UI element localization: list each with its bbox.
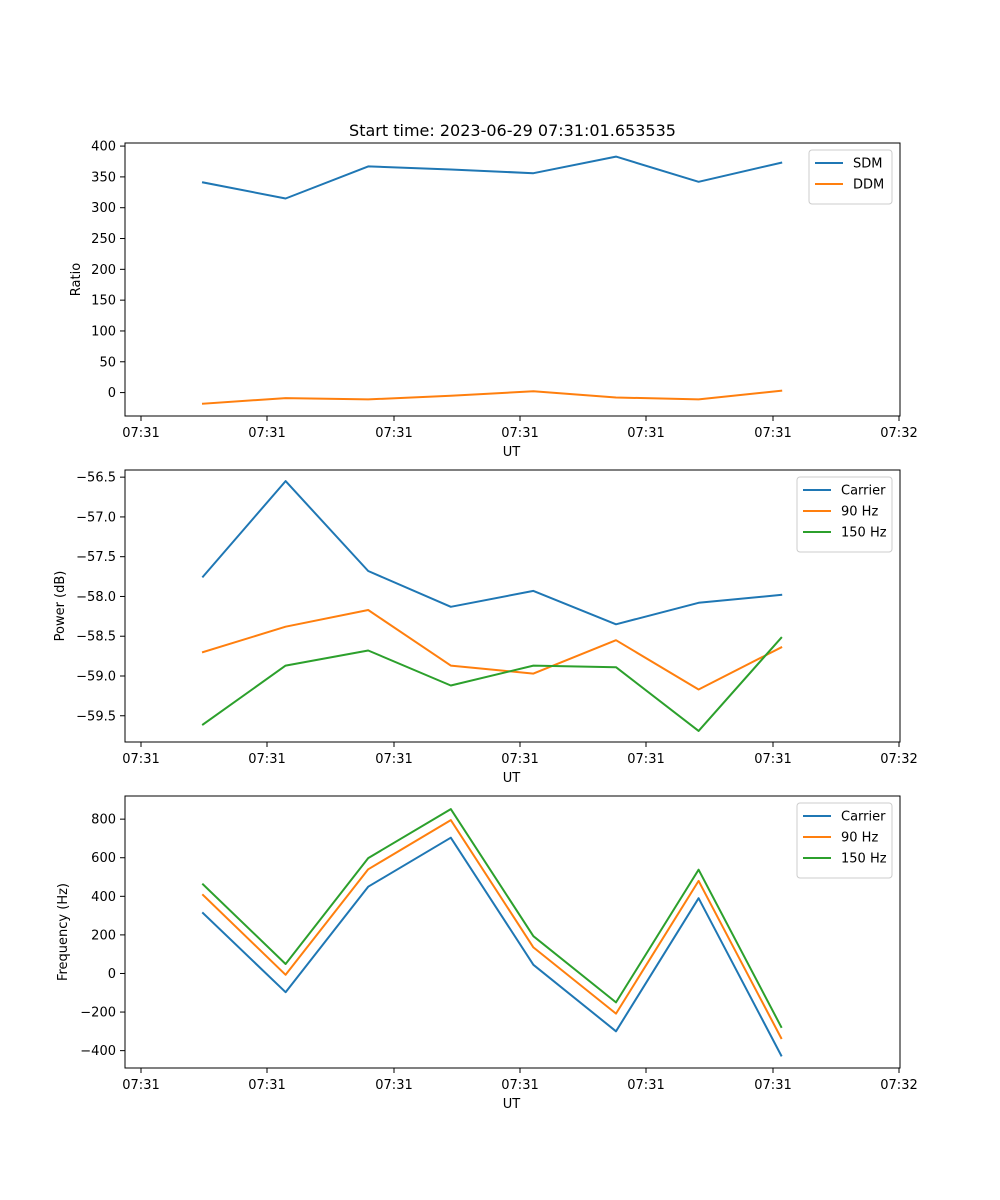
- y-axis-label: Power (dB): [53, 571, 68, 642]
- x-tick-label: 07:31: [627, 426, 664, 441]
- y-tick-label: 350: [91, 170, 116, 185]
- chart-panel-3: 07:31 07:31 07:31 07:31 07:31 07:31 07:32 800 60…: [56, 795, 918, 1112]
- plot-frame: [124, 795, 901, 1069]
- x-axis-label: UT: [503, 1097, 521, 1112]
- x-tick-label: 07:32: [880, 1078, 917, 1093]
- chart-panel-2: 07:31 07:31 07:31 07:31 07:31 07:31 07:32 −56.5…: [53, 469, 918, 786]
- series-line-carrier: [201, 836, 783, 1057]
- x-tick-label: 07:31: [248, 426, 285, 441]
- y-axis-label: Frequency (Hz): [56, 883, 71, 981]
- legend: Carrier 90 Hz 150 Hz: [796, 802, 893, 879]
- y-tick-label: 200: [91, 263, 116, 278]
- y-tick-label: −59.5: [76, 709, 116, 724]
- legend-label: Carrier: [841, 810, 886, 825]
- x-tick-label: 07:31: [627, 752, 664, 767]
- y-tick-label: −400: [80, 1044, 116, 1059]
- series-line-150-hz: [201, 808, 783, 1029]
- y-tick-label: −58.5: [76, 630, 116, 645]
- y-tick-label: −200: [80, 1006, 116, 1021]
- x-tick-label: 07:31: [122, 1078, 159, 1093]
- legend-box: [796, 802, 893, 879]
- x-tick-label: 07:31: [754, 752, 791, 767]
- plot-frame: [124, 469, 901, 743]
- x-tick-label: 07:32: [880, 752, 917, 767]
- y-tick-label: 100: [91, 324, 116, 339]
- legend-label: 90 Hz: [841, 505, 878, 520]
- chart-title: Start time: 2023-06-29 07:31:01.653535: [349, 121, 676, 140]
- y-axis-label: Ratio: [69, 263, 84, 296]
- y-tick-label: −57.0: [76, 510, 116, 525]
- x-axis-label: UT: [503, 771, 521, 786]
- series-line-90-hz: [201, 819, 783, 1040]
- series-line-sdm: [201, 155, 783, 200]
- y-tick-label: 400: [91, 140, 116, 155]
- y-tick-label: −56.5: [76, 471, 116, 486]
- x-axis-label: UT: [503, 445, 521, 460]
- x-tick-label: 07:31: [122, 752, 159, 767]
- y-tick-label: −59.0: [76, 669, 116, 684]
- series-line-ddm: [201, 389, 783, 405]
- legend-label: 150 Hz: [841, 852, 887, 867]
- y-tick-label: 0: [108, 967, 116, 982]
- x-tick-label: 07:31: [375, 1078, 412, 1093]
- y-tick-label: −57.5: [76, 550, 116, 565]
- series-line-90-hz: [201, 609, 783, 691]
- y-tick-label: 400: [91, 890, 116, 905]
- y-tick-label: 200: [91, 928, 116, 943]
- y-tick-label: −58.0: [76, 590, 116, 605]
- legend-label: SDM: [853, 157, 882, 172]
- y-tick-label: 150: [91, 294, 116, 309]
- y-tick-label: 300: [91, 201, 116, 216]
- y-tick-label: 800: [91, 813, 116, 828]
- y-tick-label: 50: [99, 355, 116, 370]
- series-line-carrier: [201, 480, 783, 626]
- legend-label: 150 Hz: [841, 526, 887, 541]
- x-tick-label: 07:31: [501, 1078, 538, 1093]
- x-tick-label: 07:31: [501, 752, 538, 767]
- series-line-150-hz: [201, 636, 783, 732]
- legend: SDM DDM: [808, 149, 893, 205]
- y-tick-label: 600: [91, 851, 116, 866]
- x-tick-label: 07:32: [880, 426, 917, 441]
- x-tick-label: 07:31: [754, 426, 791, 441]
- x-tick-label: 07:31: [754, 1078, 791, 1093]
- y-tick-label: 0: [108, 386, 116, 401]
- x-tick-label: 07:31: [248, 1078, 285, 1093]
- chart-panel-1: 07:31 07:31 07:31 07:31 07:31 07:31 07:32 0 50 10…: [69, 121, 918, 460]
- legend-label: 90 Hz: [841, 831, 878, 846]
- y-tick-label: 250: [91, 232, 116, 247]
- plot-frame: [124, 142, 901, 417]
- legend-box: [796, 476, 893, 553]
- x-tick-label: 07:31: [248, 752, 285, 767]
- legend: Carrier 90 Hz 150 Hz: [796, 476, 893, 553]
- x-tick-label: 07:31: [122, 426, 159, 441]
- x-tick-label: 07:31: [375, 426, 412, 441]
- legend-label: Carrier: [841, 484, 886, 499]
- x-tick-label: 07:31: [375, 752, 412, 767]
- x-tick-label: 07:31: [501, 426, 538, 441]
- x-tick-label: 07:31: [627, 1078, 664, 1093]
- legend-label: DDM: [853, 178, 884, 193]
